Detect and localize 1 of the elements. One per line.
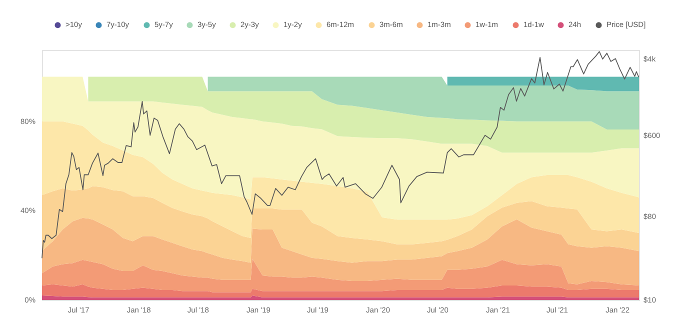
line-series [42,51,640,258]
